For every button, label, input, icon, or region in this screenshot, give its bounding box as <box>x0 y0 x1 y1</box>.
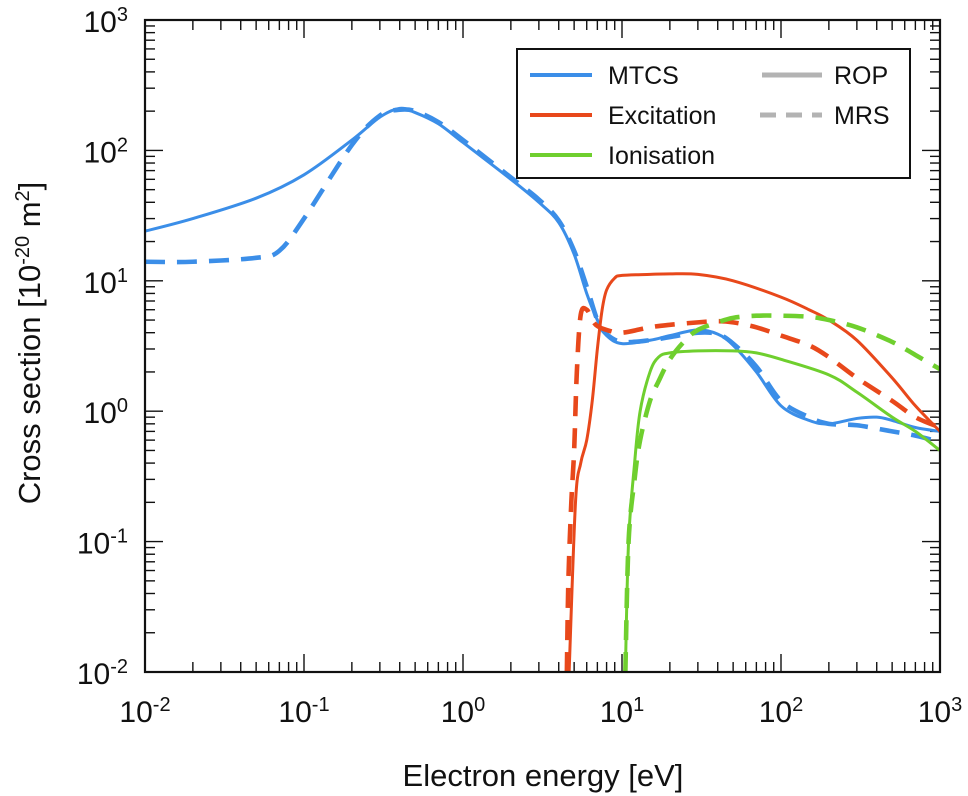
y-tick-label: 103 <box>84 4 129 39</box>
x-axis-title: Electron energy [eV] <box>403 758 684 793</box>
data-curves <box>145 106 940 672</box>
series-mtcs-mrs <box>145 107 940 445</box>
series-excitation-rop <box>567 272 940 672</box>
y-axis-title-exponent: -20 <box>12 236 34 265</box>
x-tick-label: 10-1 <box>278 694 329 729</box>
y-tick-exponent: -2 <box>110 656 128 678</box>
x-tick-exponent: 2 <box>792 694 803 716</box>
y-tick-label: 10-1 <box>77 526 128 561</box>
x-tick-labels: 10-2 10-1 100 101 102 103 <box>119 694 962 729</box>
y-tick-label: 101 <box>84 265 129 300</box>
legend-label-mrs: MRS <box>834 102 890 130</box>
x-tick-exponent: 3 <box>951 694 962 716</box>
y-tick-exponent: 3 <box>117 4 128 26</box>
y-tick-label: 100 <box>84 395 129 430</box>
x-tick-label: 10-2 <box>119 694 170 729</box>
x-tick-label: 103 <box>918 694 963 729</box>
y-tick-base: 10 <box>84 267 117 300</box>
plot-frame <box>143 18 942 674</box>
x-tick-exponent: -2 <box>153 694 171 716</box>
x-tick-label: 102 <box>759 694 804 729</box>
y-tick-exponent: 2 <box>117 134 128 156</box>
legend: MTCS Excitation Ionisation ROP MRS <box>516 48 911 179</box>
x-tick-base: 10 <box>600 696 633 729</box>
y-axis-title-unit: m <box>12 201 47 235</box>
y-tick-exponent: 0 <box>117 395 128 417</box>
x-tick-base: 10 <box>119 696 152 729</box>
y-tick-base: 10 <box>77 528 110 561</box>
y-tick-base: 10 <box>77 658 110 691</box>
y-axis-title-unit-exponent: 2 <box>12 190 34 201</box>
x-tick-base: 10 <box>278 696 311 729</box>
series-excitation-mrs <box>564 305 940 672</box>
y-axis-title-prefix: Cross section [10 <box>12 265 47 505</box>
x-tick-exponent: -1 <box>312 694 330 716</box>
legend-label-ionisation: Ionisation <box>608 142 715 170</box>
legend-label-excitation: Excitation <box>608 102 716 130</box>
y-axis-title: Cross section [10-20 m2] <box>12 182 47 505</box>
x-tick-exponent: 1 <box>633 694 644 716</box>
x-tick-exponent: 0 <box>474 694 485 716</box>
x-tick-base: 10 <box>759 696 792 729</box>
x-tick-label: 101 <box>600 694 645 729</box>
y-tick-label: 10-2 <box>77 656 128 691</box>
y-tick-exponent: -1 <box>110 526 128 548</box>
legend-label-mtcs: MTCS <box>608 62 679 90</box>
x-tick-label: 100 <box>441 694 486 729</box>
minor-ticks <box>145 20 940 672</box>
y-tick-label: 102 <box>84 134 129 169</box>
x-tick-base: 10 <box>918 696 951 729</box>
y-axis-title-suffix: ] <box>12 182 47 191</box>
y-tick-exponent: 1 <box>117 265 128 287</box>
y-tick-base: 10 <box>84 397 117 430</box>
series-ionisation-mrs <box>623 313 940 672</box>
x-tick-base: 10 <box>441 696 474 729</box>
y-tick-base: 10 <box>84 136 117 169</box>
legend-label-rop: ROP <box>834 62 888 90</box>
y-tick-base: 10 <box>84 6 117 39</box>
